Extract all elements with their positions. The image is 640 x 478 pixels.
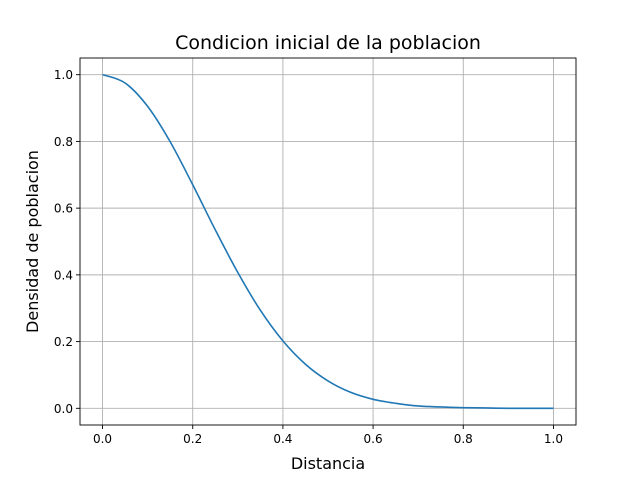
y-axis-label: Densidad de poblacion xyxy=(23,150,42,333)
x-tick-label: 0.8 xyxy=(454,432,473,446)
plot-frame xyxy=(79,57,577,426)
grid xyxy=(80,58,576,425)
y-tick-label: 0.2 xyxy=(54,335,73,349)
series-layer xyxy=(102,73,554,410)
y-tick-label: 0.0 xyxy=(54,402,73,416)
x-axis-label: Distancia xyxy=(291,454,365,473)
x-tick-label: 0.4 xyxy=(273,432,292,446)
chart-title: Condicion inicial de la poblacion xyxy=(175,32,481,54)
x-tick-label: 0.6 xyxy=(364,432,383,446)
series-line xyxy=(102,73,554,410)
y-tick-label: 0.6 xyxy=(54,202,73,216)
ticks: 0.0 0.2 0.4 0.6 0.8 1.0 0.0 0.2 0.4 0.6 0.8 1.0 xyxy=(54,68,563,446)
y-tick-label: 0.8 xyxy=(54,135,73,149)
y-tick-label: 0.4 xyxy=(54,268,73,282)
x-tick-label: 1.0 xyxy=(544,432,563,446)
x-tick-label: 0.0 xyxy=(93,432,112,446)
x-tick-label: 0.2 xyxy=(183,432,202,446)
y-tick-label: 1.0 xyxy=(54,68,73,82)
